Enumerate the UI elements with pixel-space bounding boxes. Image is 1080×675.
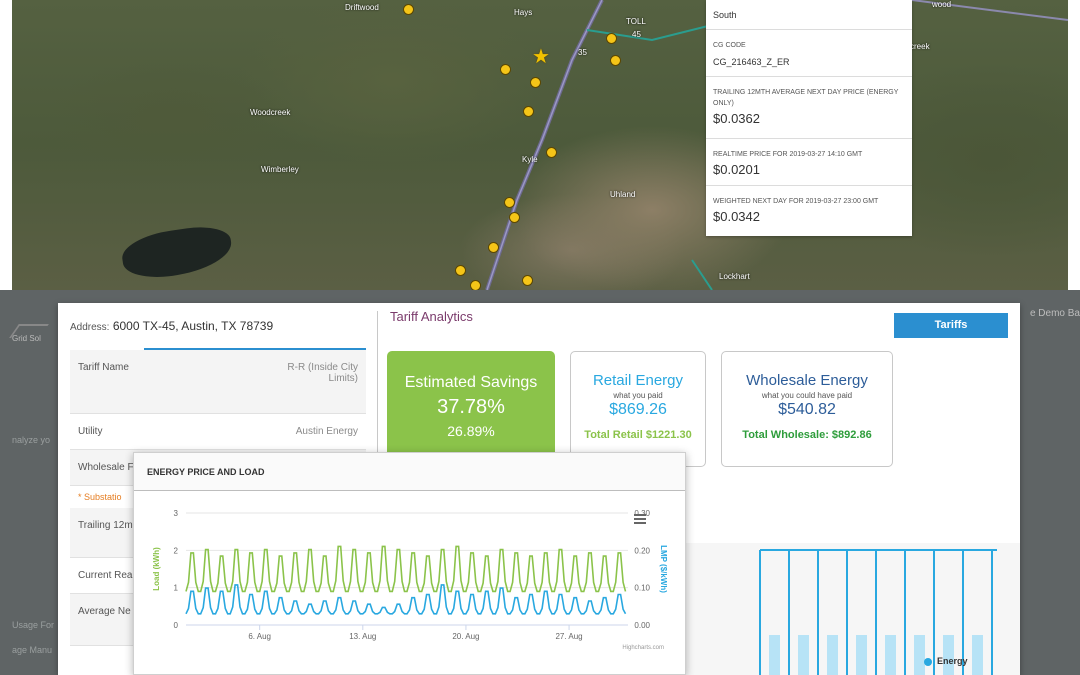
bar[interactable]	[972, 635, 983, 675]
map-pin[interactable]	[403, 4, 414, 15]
map-pin[interactable]	[455, 265, 466, 276]
y-left-tick-label: 2	[174, 546, 179, 555]
map-label: 45	[632, 30, 641, 39]
map-label: Kyle	[522, 155, 538, 164]
bar-chart-svg	[759, 549, 997, 675]
map-pin[interactable]	[509, 212, 520, 223]
bg-text: Usage For	[12, 620, 55, 630]
map-pin[interactable]	[546, 147, 557, 158]
map-label: Woodcreek	[250, 108, 291, 117]
y-right-tick-label: 0.20	[634, 546, 650, 555]
address: Address: 6000 TX-45, Austin, TX 78739	[70, 319, 274, 333]
map-pin[interactable]	[504, 197, 515, 208]
x-tick-label: 27. Aug	[555, 632, 582, 641]
energy-popup-title: ENERGY PRICE AND LOAD	[134, 453, 685, 491]
lmp-series-line[interactable]	[185, 545, 627, 593]
legend-dot-icon	[924, 657, 932, 666]
chart-credit[interactable]: Highcharts.com	[622, 645, 664, 651]
x-tick-label: 20. Aug	[452, 632, 479, 641]
map-pin[interactable]	[606, 33, 617, 44]
location-info-popup: South CG CODE CG_216463_Z_ER TRAILING 12…	[706, 0, 912, 236]
popup-weighted-price: WEIGHTED NEXT DAY FOR 2019-03-27 23:00 G…	[713, 198, 879, 224]
load-series-line[interactable]	[185, 584, 627, 615]
map-label: 35	[578, 48, 587, 57]
y-right-tick-label: 0.10	[634, 584, 650, 593]
retail-energy-card: Retail Energy what you paid $869.26 Tota…	[570, 351, 706, 467]
chart-menu-icon[interactable]	[634, 522, 646, 524]
map-pin[interactable]	[610, 55, 621, 66]
popup-region: South	[706, 0, 912, 30]
energy-bar-chart: Energy	[686, 543, 1020, 675]
map-label: Hays	[514, 8, 533, 17]
tab-underline	[144, 348, 366, 350]
estimated-savings-card: Estimated Savings 37.78% 26.89%	[387, 351, 555, 467]
map-label: Lockhart	[719, 272, 750, 281]
map-label: Uhland	[610, 190, 636, 199]
chart-legend-energy[interactable]: Energy	[924, 656, 968, 666]
y-left-tick-label: 1	[174, 584, 179, 593]
bar[interactable]	[943, 635, 954, 675]
brand-logo: Grid Sol	[9, 300, 62, 343]
map-pin[interactable]	[522, 275, 533, 286]
bg-text: age Manu	[12, 645, 53, 655]
y-left-tick-label: 0	[174, 621, 179, 630]
map-pin[interactable]	[488, 242, 499, 253]
popup-realtime-price: REALTIME PRICE FOR 2019-03-27 14:10 GMT …	[706, 139, 912, 186]
map-label: Driftwood	[345, 3, 379, 12]
chart-menu-icon[interactable]	[634, 514, 646, 516]
map-pin[interactable]	[500, 64, 511, 75]
bg-text: e Demo Ba	[1029, 308, 1080, 319]
y-left-tick-label: 3	[174, 509, 179, 518]
y-left-axis-title: Load (kWh)	[152, 547, 161, 591]
x-tick-label: 6. Aug	[248, 632, 271, 641]
map-label: wood	[932, 0, 952, 9]
selected-location-star-icon[interactable]: ★	[532, 46, 550, 68]
map-pin[interactable]	[523, 106, 534, 117]
bg-text: nalyze yo	[12, 435, 51, 445]
map-label: TOLL	[626, 17, 646, 26]
map-view[interactable]: Driftwood Hays Woodcreek Wimberley Kyle Uhlan…	[12, 0, 1068, 290]
y-right-tick-label: 0.30	[634, 509, 650, 518]
map-pin[interactable]	[470, 280, 481, 290]
tariff-analytics-title: Tariff Analytics	[390, 309, 473, 324]
map-label: Wimberley	[261, 165, 299, 174]
table-row: * Substatio	[78, 491, 122, 502]
tariffs-button[interactable]: Tariffs	[894, 313, 1008, 338]
bar[interactable]	[769, 635, 780, 675]
bar[interactable]	[914, 635, 925, 675]
y-right-axis-title: LMP ($/kWh)	[659, 545, 668, 593]
table-row: Tariff Name R-R (Inside City Limits)	[70, 350, 366, 414]
x-tick-label: 13. Aug	[349, 632, 376, 641]
bar[interactable]	[827, 635, 838, 675]
bar[interactable]	[798, 635, 809, 675]
map-pin[interactable]	[530, 77, 541, 88]
bar[interactable]	[856, 635, 867, 675]
table-row: Utility Austin Energy	[70, 413, 366, 450]
energy-line-chart: 0 1 2 3 0.00 0.10 0.20 0.30 6. Aug 13. Aug 20. Aug…	[148, 505, 672, 653]
y-right-tick-label: 0.00	[634, 621, 650, 630]
bar[interactable]	[885, 635, 896, 675]
tariff-details-panel: Address: 6000 TX-45, Austin, TX 78739 Ta…	[70, 313, 366, 646]
popup-trailing-price: TRAILING 12mth AVERAGE NEXT DAY PRICE (E…	[706, 77, 912, 139]
energy-price-load-popup: ENERGY PRICE AND LOAD 0 1 2 3 0.00 0.10 0.20 0.…	[133, 452, 686, 675]
map-label: creek	[910, 42, 930, 51]
chart-menu-icon[interactable]	[634, 518, 646, 520]
wholesale-energy-card: Wholesale Energy what you could have pai…	[721, 351, 893, 467]
popup-cg-code: CG CODE CG_216463_Z_ER	[706, 30, 912, 77]
